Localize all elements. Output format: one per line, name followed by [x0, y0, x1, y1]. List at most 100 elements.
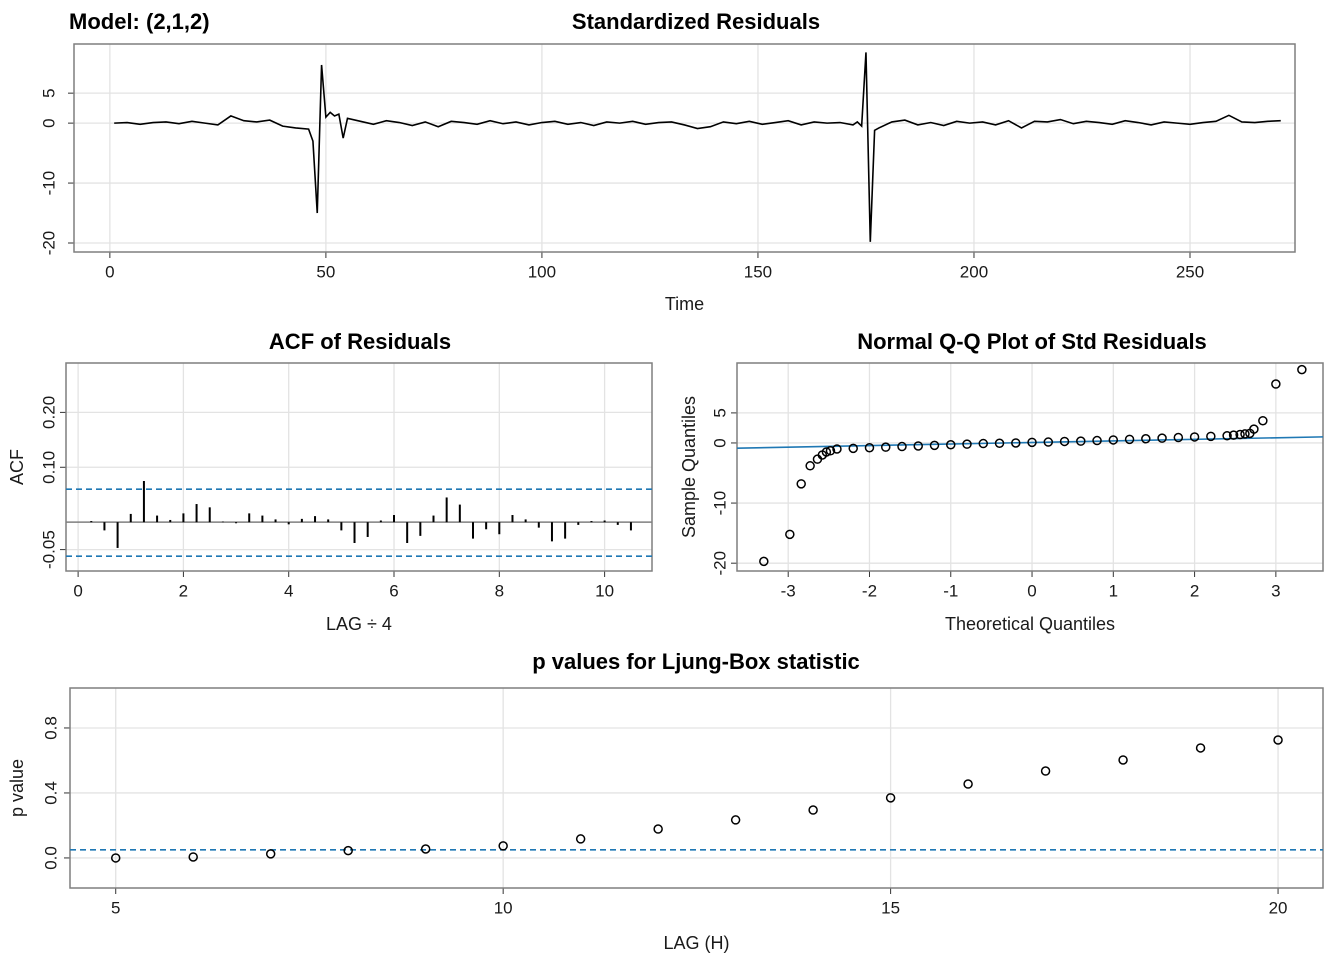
y-axis-label: p value — [7, 759, 27, 817]
x-tick-label: -2 — [862, 581, 877, 600]
chart-title: ACF of Residuals — [269, 329, 451, 354]
x-tick-label: 15 — [881, 898, 900, 917]
point — [821, 447, 832, 457]
point — [1092, 435, 1102, 446]
point — [343, 845, 353, 856]
point — [1240, 429, 1250, 439]
x-tick-label: 10 — [494, 898, 513, 917]
point — [575, 834, 586, 844]
y-axis-label: Sample Quantiles — [679, 396, 699, 538]
panel-border — [65, 362, 653, 572]
x-tick-label: -1 — [943, 581, 958, 600]
point — [1235, 429, 1245, 440]
y-tick-label: 5 — [710, 408, 729, 417]
point — [1271, 379, 1281, 389]
x-tick-label: 6 — [389, 581, 398, 600]
y-tick-label: 0.10 — [39, 451, 58, 484]
point — [1195, 743, 1206, 753]
point — [1043, 437, 1054, 447]
x-tick-label: 200 — [960, 262, 988, 281]
panel — [737, 363, 1323, 571]
point — [897, 441, 907, 452]
x-tick-label: 8 — [495, 581, 504, 600]
point — [730, 815, 741, 825]
y-tick-label: 5 — [39, 88, 58, 97]
x-tick-label: 100 — [528, 262, 556, 281]
point — [885, 793, 896, 803]
x-tick-label: 0 — [1027, 581, 1036, 600]
y-tick-label: -20 — [39, 231, 58, 256]
y-tick-label: 0 — [39, 118, 58, 127]
point — [848, 443, 858, 454]
x-tick-label: 150 — [744, 262, 772, 281]
x-tick-label: 4 — [284, 581, 293, 600]
point — [265, 849, 276, 859]
x-axis-label: Theoretical Quantiles — [945, 614, 1115, 634]
point — [796, 479, 806, 489]
point — [1059, 436, 1070, 447]
x-tick-label: 3 — [1271, 581, 1280, 600]
point — [110, 853, 121, 863]
residual-line — [114, 52, 1281, 242]
x-tick-label: 2 — [179, 581, 188, 600]
panel-border — [736, 362, 1324, 572]
y-axis-label: ACF — [7, 449, 27, 485]
point — [1076, 436, 1086, 446]
x-axis-label: LAG ÷ 4 — [326, 614, 392, 634]
chart-title: Standardized Residuals — [572, 9, 820, 34]
x-tick-label: 250 — [1176, 262, 1204, 281]
panel-border — [73, 43, 1296, 253]
point — [1027, 437, 1037, 448]
point — [420, 844, 431, 854]
point — [880, 442, 891, 452]
y-tick-label: -10 — [710, 491, 729, 516]
point — [1206, 431, 1216, 442]
y-tick-label: 0.20 — [39, 396, 58, 429]
point — [653, 824, 663, 834]
point — [1011, 438, 1021, 448]
point — [1258, 415, 1268, 426]
model-label: Model: (2,1,2) — [69, 9, 210, 34]
point — [962, 439, 972, 449]
point — [498, 841, 508, 851]
x-tick-label: 0 — [73, 581, 82, 600]
point — [1157, 433, 1167, 443]
point — [1297, 364, 1307, 375]
point — [1040, 766, 1051, 776]
point — [963, 779, 973, 789]
x-axis-label: Time — [665, 294, 704, 314]
point — [929, 440, 940, 451]
x-tick-label: 1 — [1109, 581, 1118, 600]
point — [785, 529, 795, 540]
x-axis-label: LAG (H) — [663, 933, 729, 953]
panel — [70, 688, 1323, 888]
y-tick-label: 0.8 — [41, 716, 60, 740]
point — [808, 805, 818, 815]
point — [805, 461, 815, 471]
point — [1189, 432, 1200, 442]
point — [946, 440, 956, 450]
y-tick-label: -0.05 — [39, 530, 58, 569]
x-tick-label: -3 — [781, 581, 796, 600]
y-tick-label: 0.4 — [41, 781, 60, 805]
y-tick-label: 0.0 — [41, 846, 60, 870]
point — [832, 444, 842, 454]
panel-border — [69, 687, 1324, 889]
point — [1124, 434, 1135, 445]
x-tick-label: 20 — [1269, 898, 1288, 917]
chart-title: p values for Ljung-Box statistic — [532, 649, 860, 674]
point — [825, 446, 836, 456]
point — [1222, 430, 1232, 441]
point — [759, 556, 769, 567]
point — [188, 852, 198, 862]
point — [1173, 432, 1184, 443]
x-tick-label: 50 — [316, 262, 335, 281]
point — [913, 441, 923, 451]
y-tick-label: -20 — [710, 551, 729, 576]
x-tick-label: 0 — [105, 262, 114, 281]
panel — [74, 44, 1295, 252]
point — [994, 438, 1005, 449]
point — [1141, 433, 1151, 444]
y-tick-label: 0 — [710, 438, 729, 447]
